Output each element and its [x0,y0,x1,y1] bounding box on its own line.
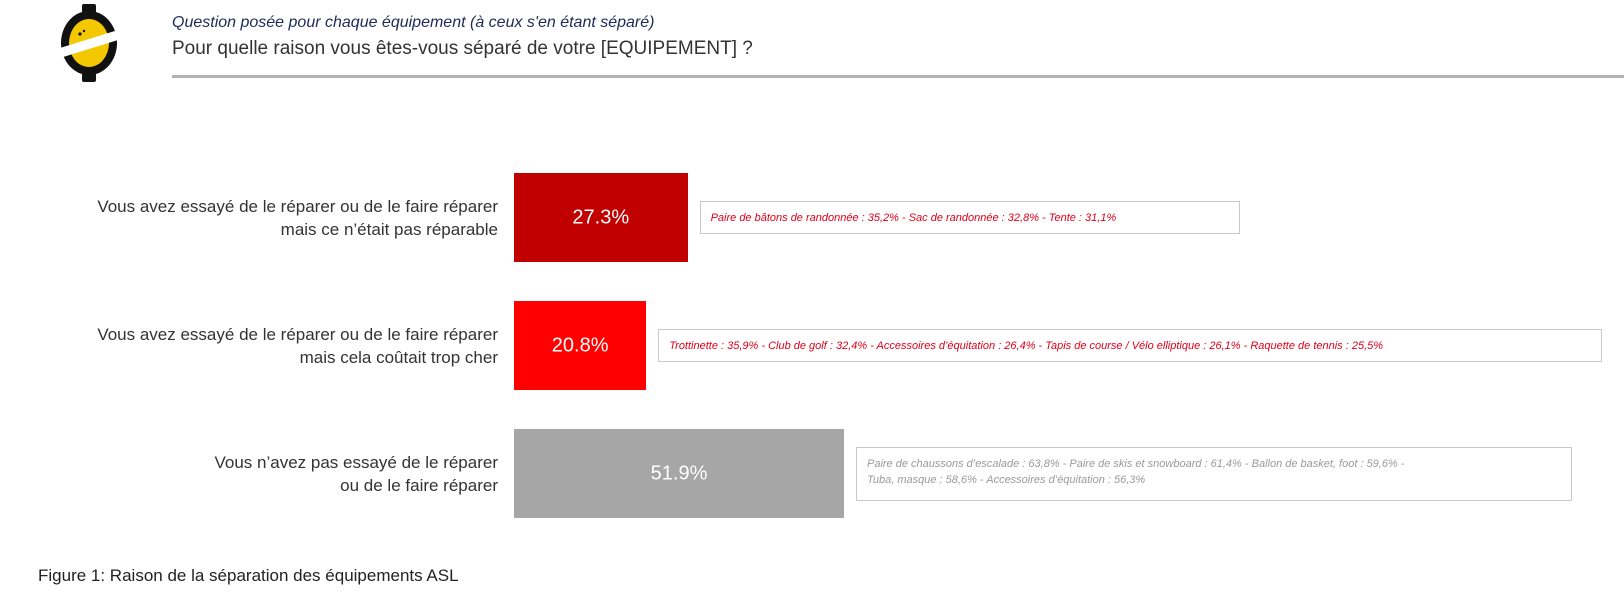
annotation-line: Paire de bâtons de randonnée : 35,2% - S… [710,211,1117,224]
bar [514,429,844,518]
bar-annotation: Trottinette : 35,9% - Club de golf : 32,… [658,329,1603,362]
bar [514,173,688,262]
annotation-line: Tuba, masque : 58,6% - Accessoires d’équ… [867,473,1146,486]
category-label-line: Vous avez essayé de le réparer ou de le … [97,196,498,216]
category-label-line: mais ce n’était pas réparable [280,219,498,239]
brand-logo [60,4,118,82]
header: Question posée pour chaque équipement (à… [172,14,753,60]
annotation-line: Trottinette : 35,9% - Club de golf : 32,… [669,339,1384,352]
category-label-line: Vous avez essayé de le réparer ou de le … [97,324,498,344]
question-title: Pour quelle raison vous êtes-vous séparé… [172,38,753,59]
annotation-line: Paire de chaussons d’escalade : 63,8% - … [867,457,1405,470]
category-label: Vous avez essayé de le réparer ou de le … [38,323,498,369]
bar-value-label: 51.9% [650,462,708,484]
bar-value-label: 27.3% [572,206,630,228]
bar [514,301,647,390]
category-label-line: Vous n’avez pas essayé de le réparer [214,452,498,472]
category-label: Vous avez essayé de le réparer ou de le … [38,195,498,241]
question-subtitle: Question posée pour chaque équipement (à… [172,14,655,31]
category-label-line: ou de le faire réparer [340,475,498,495]
bar-annotation: Paire de bâtons de randonnée : 35,2% - S… [699,201,1240,234]
figure-caption: Figure 1: Raison de la séparation des éq… [38,566,459,585]
header-divider [172,75,1624,78]
category-label-line: mais cela coûtait trop cher [299,347,498,367]
category-label: Vous n’avez pas essayé de le réparer ou d… [38,451,498,497]
bar-value-label: 20.8% [551,334,609,356]
bar-annotation: Paire de chaussons d’escalade : 63,8% - … [856,446,1572,501]
